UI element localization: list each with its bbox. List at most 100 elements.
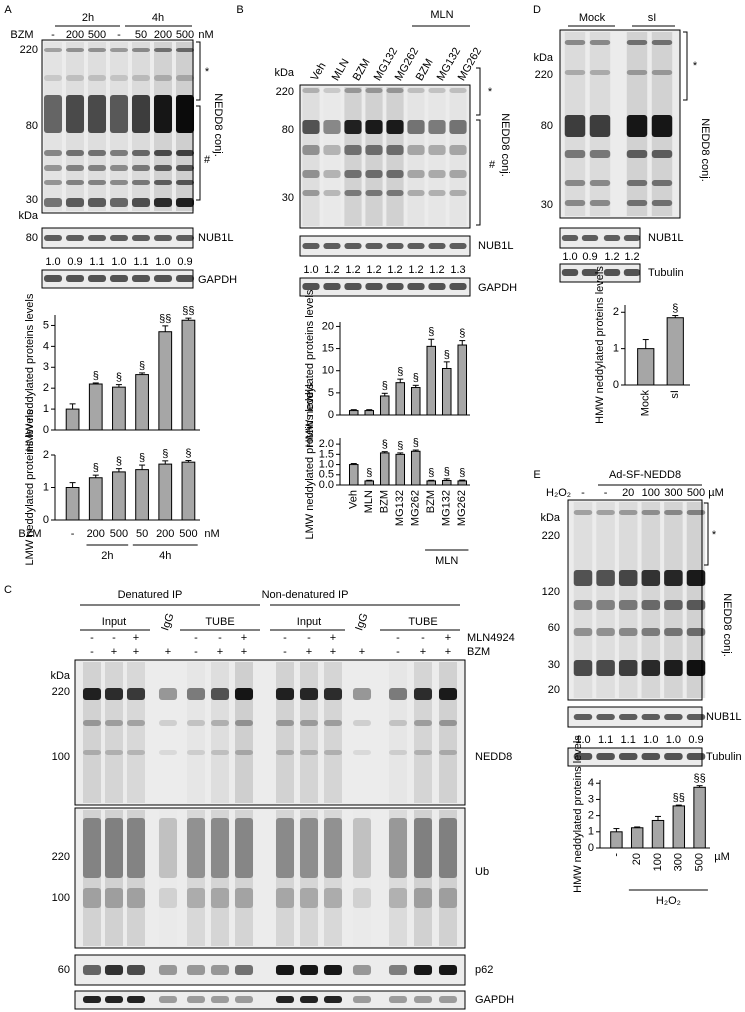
band bbox=[618, 510, 638, 515]
band bbox=[126, 818, 146, 878]
band bbox=[438, 888, 458, 908]
label: 1.1 bbox=[598, 734, 613, 746]
bar bbox=[364, 410, 375, 416]
label: E bbox=[533, 469, 540, 481]
x-tick-label: sI bbox=[669, 390, 681, 399]
label: 20 bbox=[548, 684, 560, 696]
significance: § bbox=[428, 326, 434, 338]
label: GAPDH bbox=[475, 994, 514, 1006]
band bbox=[664, 714, 683, 720]
band bbox=[573, 660, 593, 676]
bar bbox=[158, 463, 173, 521]
significance: §§ bbox=[182, 305, 194, 317]
y-tick-label: 0 bbox=[588, 842, 594, 854]
y-tick-label: 0.5 bbox=[319, 469, 334, 481]
band bbox=[352, 965, 372, 975]
band bbox=[82, 750, 102, 755]
bar bbox=[672, 805, 686, 849]
band bbox=[573, 570, 593, 586]
band bbox=[428, 283, 446, 290]
band bbox=[413, 965, 433, 975]
band bbox=[323, 888, 343, 908]
label: 1.0 bbox=[303, 264, 318, 276]
band bbox=[428, 88, 446, 93]
band bbox=[344, 283, 362, 290]
band bbox=[664, 660, 683, 676]
significance: § bbox=[139, 360, 145, 372]
bracket bbox=[476, 67, 481, 116]
label: Input bbox=[102, 616, 126, 628]
band bbox=[43, 48, 63, 52]
label: 100 bbox=[52, 751, 70, 763]
smear bbox=[596, 502, 615, 698]
band bbox=[386, 243, 404, 249]
y-axis-label: HMW neddylated proteins levels bbox=[304, 289, 316, 447]
band bbox=[407, 145, 425, 155]
label: 1.2 bbox=[429, 264, 444, 276]
band bbox=[210, 720, 230, 726]
smear bbox=[449, 87, 466, 226]
band bbox=[388, 965, 408, 975]
band bbox=[596, 510, 615, 515]
significance: § bbox=[459, 467, 465, 479]
band bbox=[386, 283, 404, 290]
label: 2h bbox=[82, 12, 94, 24]
label: 30 bbox=[26, 194, 38, 206]
bar bbox=[379, 452, 390, 486]
bar bbox=[610, 831, 623, 849]
label: 220 bbox=[20, 44, 38, 56]
label: C bbox=[4, 584, 12, 596]
band bbox=[686, 628, 706, 636]
significance: § bbox=[162, 448, 168, 460]
significance: § bbox=[116, 372, 122, 384]
band bbox=[573, 510, 593, 515]
band bbox=[386, 120, 404, 134]
y-axis-label: HMW neddylated proteins levels bbox=[594, 266, 606, 424]
band bbox=[388, 688, 408, 700]
label: p62 bbox=[475, 964, 493, 976]
band bbox=[275, 688, 295, 700]
band bbox=[302, 190, 320, 196]
band bbox=[449, 170, 467, 178]
label: 500 bbox=[687, 487, 705, 499]
label: sI bbox=[648, 12, 657, 24]
label: * bbox=[712, 529, 717, 541]
band bbox=[87, 48, 107, 52]
band bbox=[153, 198, 173, 207]
band bbox=[589, 70, 611, 75]
blot bbox=[299, 277, 471, 297]
band bbox=[43, 180, 63, 185]
band bbox=[175, 150, 195, 156]
smear bbox=[275, 662, 295, 803]
bracket bbox=[476, 119, 481, 226]
significance: §§ bbox=[159, 313, 171, 325]
band bbox=[388, 750, 408, 755]
band bbox=[323, 283, 341, 290]
band bbox=[323, 120, 341, 134]
bar bbox=[379, 395, 390, 416]
band bbox=[275, 965, 295, 975]
band bbox=[43, 235, 63, 241]
band bbox=[65, 48, 85, 52]
band bbox=[641, 714, 661, 720]
label: 1.2 bbox=[345, 264, 360, 276]
label: + bbox=[241, 632, 247, 644]
label: B bbox=[236, 4, 243, 16]
band bbox=[651, 40, 673, 45]
smear bbox=[186, 810, 206, 946]
band bbox=[175, 198, 195, 207]
band bbox=[131, 150, 151, 156]
band bbox=[82, 888, 102, 908]
band bbox=[686, 510, 706, 515]
band bbox=[641, 753, 661, 760]
band bbox=[686, 753, 706, 760]
band bbox=[407, 243, 425, 249]
bar bbox=[410, 450, 421, 486]
band bbox=[344, 120, 362, 134]
band bbox=[449, 145, 467, 155]
significance: § bbox=[366, 467, 372, 479]
band bbox=[210, 750, 230, 755]
band bbox=[87, 180, 107, 185]
bar bbox=[158, 331, 173, 431]
band bbox=[131, 275, 151, 282]
